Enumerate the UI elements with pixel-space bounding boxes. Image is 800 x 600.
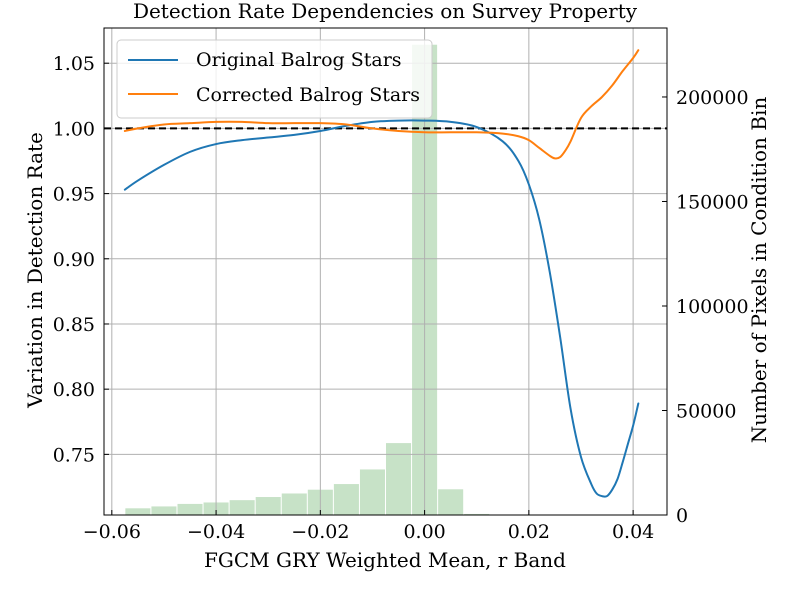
y2-tick-label: 100000: [676, 296, 749, 318]
y-ticks: 0.75 0.80 0.85 0.90 0.95 1.00 1.05: [53, 53, 109, 466]
y-axis-label: Variation in Detection Rate: [23, 132, 47, 409]
legend-label-corrected: Corrected Balrog Stars: [196, 84, 420, 106]
y-tick-label: 0.85: [53, 314, 95, 336]
histogram-bar: [255, 497, 281, 515]
chart-title: Detection Rate Dependencies on Survey Pr…: [133, 0, 638, 23]
histogram-bar: [333, 484, 359, 515]
histogram-bar: [177, 503, 203, 515]
y-tick-label: 0.90: [53, 249, 95, 271]
histogram-bar: [386, 443, 412, 515]
x-tick-label: 0.02: [508, 521, 550, 543]
legend: Original Balrog Stars Corrected Balrog S…: [116, 39, 433, 119]
y-tick-label: 0.80: [53, 379, 95, 401]
y2-tick-label: 150000: [676, 191, 749, 213]
histogram-bar: [464, 513, 490, 515]
histogram-bar: [151, 506, 177, 515]
x-tick-label: 0.04: [612, 521, 654, 543]
x-tick-label: −0.06: [83, 521, 141, 543]
histogram-bar: [438, 489, 464, 515]
histogram-bar: [125, 508, 151, 515]
y-tick-label: 0.75: [53, 444, 95, 466]
y-tick-label: 1.05: [53, 53, 95, 75]
histogram-bar: [229, 500, 255, 515]
series-layer: [123, 49, 640, 498]
x-axis-label: FGCM GRY Weighted Mean, r Band: [204, 548, 566, 572]
x-ticks: −0.06 −0.04 −0.02 0.00 0.02 0.04: [83, 510, 654, 543]
legend-box: [116, 39, 433, 119]
y2-tick-label: 200000: [676, 87, 749, 109]
y-tick-label: 1.00: [53, 118, 95, 140]
series-line-original-balrog-stars: [123, 119, 640, 498]
legend-label-original: Original Balrog Stars: [196, 49, 402, 71]
x-tick-label: −0.02: [291, 521, 349, 543]
plot-frame: [103, 27, 668, 516]
y2-tick-label: 0: [676, 505, 688, 527]
y2-tick-label: 50000: [676, 400, 736, 422]
y-tick-label: 0.95: [53, 184, 95, 206]
histogram-bar: [281, 493, 307, 515]
y2-ticks: 0 50000 100000 150000 200000: [662, 87, 749, 527]
x-tick-label: −0.04: [187, 521, 245, 543]
series-line-corrected-balrog-stars: [123, 49, 640, 160]
x-tick-label: 0.00: [403, 521, 445, 543]
y2-axis-label: Number of Pixels in Condition Bin: [747, 97, 771, 444]
grid-layer: [104, 28, 667, 515]
histogram-bar: [359, 469, 385, 515]
